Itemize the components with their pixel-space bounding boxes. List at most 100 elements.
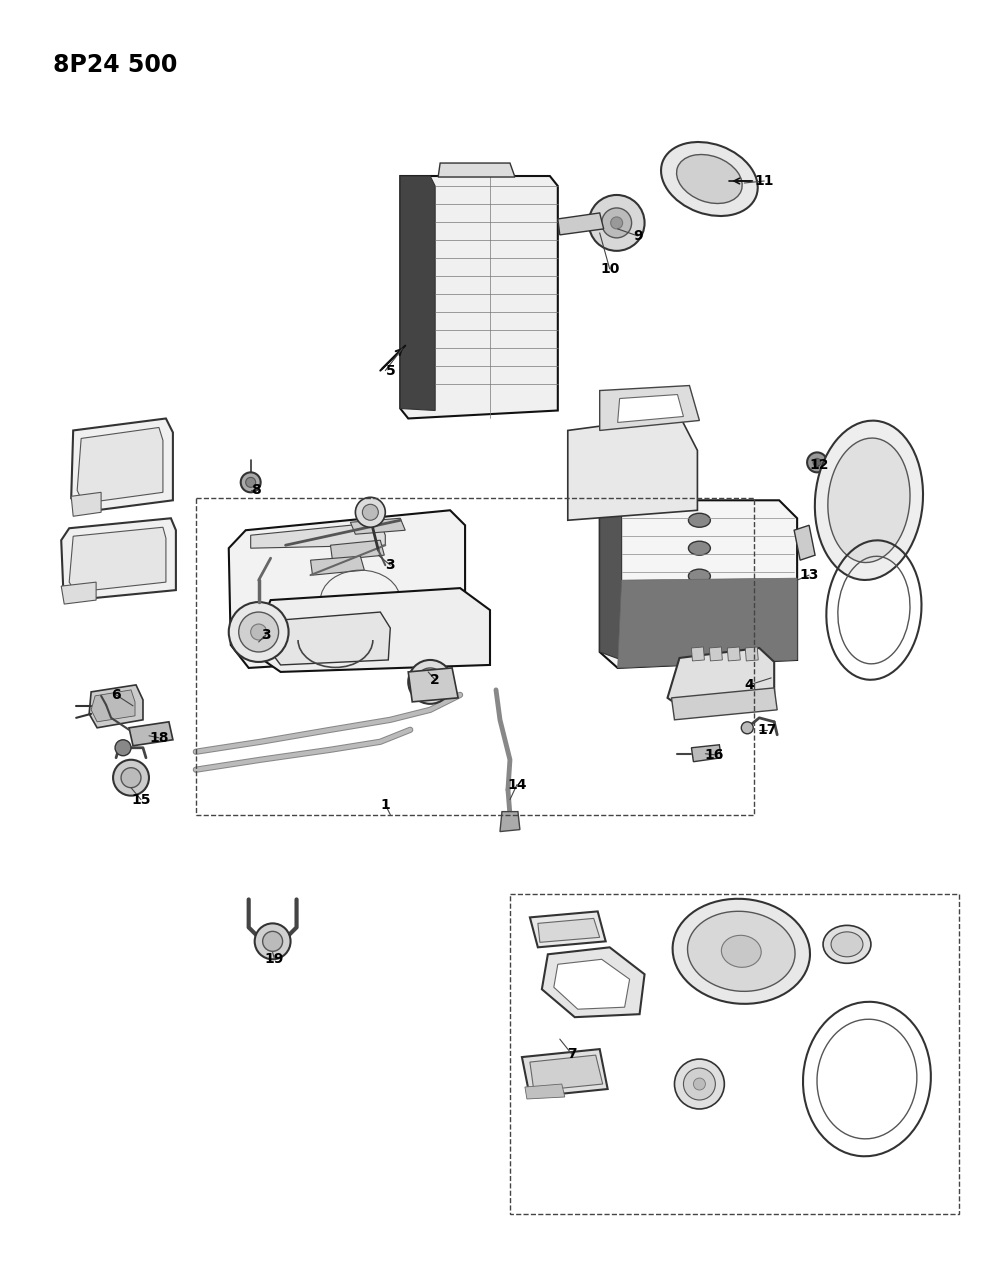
Polygon shape	[600, 500, 797, 668]
Text: 12: 12	[809, 459, 829, 472]
Circle shape	[262, 931, 282, 951]
Ellipse shape	[688, 625, 711, 639]
Polygon shape	[568, 416, 697, 520]
Polygon shape	[78, 427, 163, 504]
Text: 5: 5	[385, 363, 395, 377]
Text: 15: 15	[132, 793, 150, 807]
Circle shape	[741, 722, 753, 734]
Polygon shape	[671, 688, 778, 720]
Text: 6: 6	[111, 688, 121, 701]
Text: 7: 7	[567, 1047, 577, 1061]
Polygon shape	[61, 583, 96, 604]
Text: 16: 16	[705, 747, 724, 761]
Ellipse shape	[831, 932, 863, 956]
Text: 1: 1	[380, 798, 390, 812]
Circle shape	[246, 477, 256, 487]
Polygon shape	[129, 722, 173, 746]
Polygon shape	[522, 1049, 607, 1096]
Bar	[510, 895, 958, 1214]
Polygon shape	[691, 646, 705, 660]
Circle shape	[239, 612, 278, 652]
Ellipse shape	[676, 154, 742, 204]
Polygon shape	[542, 947, 645, 1017]
Polygon shape	[89, 685, 143, 728]
Circle shape	[408, 660, 452, 704]
Circle shape	[363, 505, 378, 520]
Circle shape	[674, 1060, 724, 1109]
Circle shape	[255, 923, 291, 959]
Polygon shape	[525, 1084, 565, 1099]
Polygon shape	[71, 418, 173, 513]
Circle shape	[241, 472, 260, 492]
Polygon shape	[553, 959, 629, 1010]
Text: 17: 17	[758, 723, 777, 737]
Text: 18: 18	[149, 731, 169, 745]
Polygon shape	[400, 176, 557, 418]
Text: 13: 13	[799, 569, 819, 583]
Polygon shape	[710, 646, 723, 660]
Polygon shape	[794, 525, 815, 560]
Ellipse shape	[672, 899, 810, 1003]
Circle shape	[416, 668, 444, 696]
Polygon shape	[249, 588, 490, 672]
Ellipse shape	[688, 541, 711, 555]
Polygon shape	[727, 646, 740, 660]
Text: 11: 11	[755, 173, 774, 187]
Polygon shape	[61, 518, 176, 601]
Ellipse shape	[688, 597, 711, 611]
Polygon shape	[229, 510, 465, 668]
Ellipse shape	[687, 912, 795, 992]
Polygon shape	[330, 541, 384, 560]
Polygon shape	[91, 690, 135, 722]
Polygon shape	[600, 385, 700, 431]
Polygon shape	[557, 213, 604, 235]
Polygon shape	[71, 492, 101, 516]
Polygon shape	[438, 163, 515, 177]
Circle shape	[807, 453, 827, 472]
Polygon shape	[691, 745, 722, 761]
Text: 8: 8	[251, 483, 260, 497]
Circle shape	[589, 195, 645, 251]
Text: 4: 4	[744, 678, 754, 692]
Ellipse shape	[815, 421, 923, 580]
Circle shape	[602, 208, 632, 238]
Ellipse shape	[688, 569, 711, 583]
Circle shape	[113, 760, 149, 796]
Circle shape	[251, 623, 266, 640]
Text: 19: 19	[265, 952, 284, 966]
Text: 14: 14	[507, 778, 527, 792]
Polygon shape	[350, 518, 405, 534]
Text: 3: 3	[260, 629, 270, 643]
Circle shape	[693, 1079, 706, 1090]
Circle shape	[356, 497, 385, 528]
Polygon shape	[538, 918, 600, 942]
Text: 8P24 500: 8P24 500	[53, 54, 178, 78]
Circle shape	[683, 1068, 716, 1100]
Polygon shape	[600, 500, 621, 660]
Text: 10: 10	[600, 261, 619, 275]
Circle shape	[121, 768, 141, 788]
Circle shape	[610, 217, 622, 230]
Circle shape	[813, 459, 821, 467]
Circle shape	[229, 602, 289, 662]
Polygon shape	[400, 176, 435, 411]
Polygon shape	[617, 578, 797, 668]
Polygon shape	[408, 668, 458, 701]
Polygon shape	[530, 912, 606, 947]
Polygon shape	[667, 648, 775, 710]
Circle shape	[115, 740, 131, 756]
Ellipse shape	[688, 514, 711, 528]
Ellipse shape	[661, 142, 758, 215]
Text: 2: 2	[431, 673, 440, 687]
Polygon shape	[311, 556, 365, 575]
Polygon shape	[251, 523, 385, 548]
Polygon shape	[265, 612, 390, 666]
Ellipse shape	[722, 936, 761, 968]
Text: 3: 3	[385, 558, 395, 572]
Ellipse shape	[823, 926, 871, 964]
Polygon shape	[500, 812, 520, 831]
Bar	[196, 499, 754, 815]
Text: 9: 9	[633, 230, 643, 242]
Polygon shape	[745, 646, 758, 660]
Polygon shape	[380, 612, 468, 648]
